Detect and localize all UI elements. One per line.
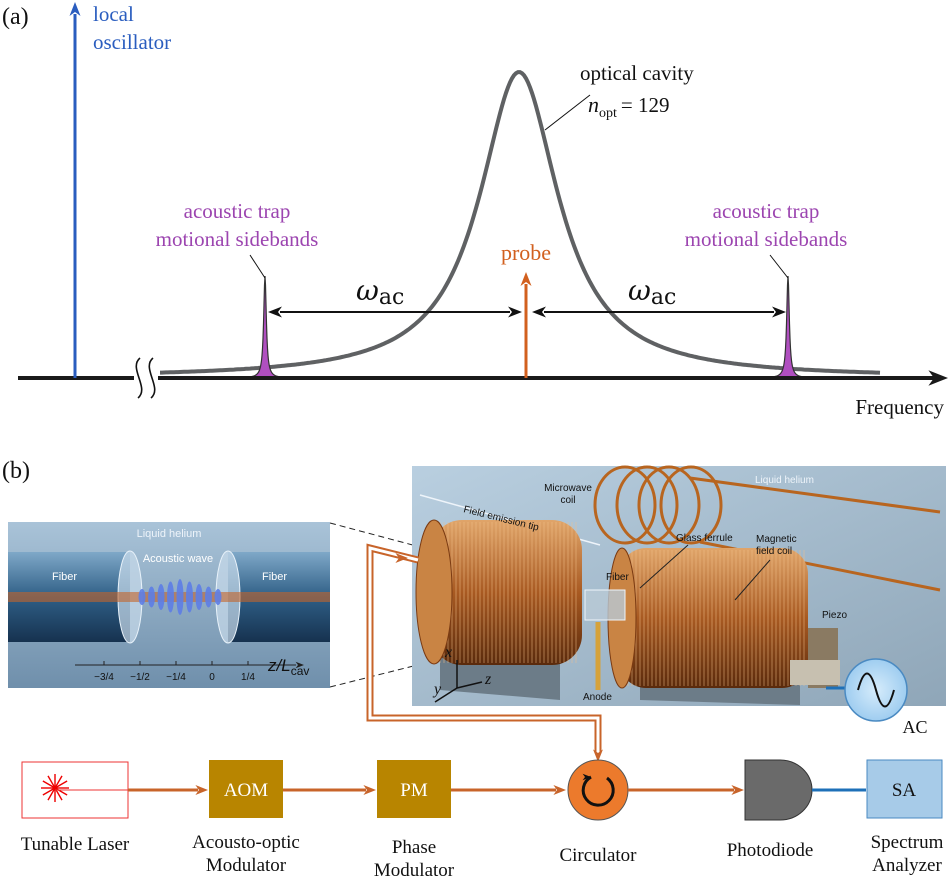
coil-end xyxy=(416,520,452,664)
component-label: Modulator xyxy=(374,860,455,881)
sideband-leader xyxy=(770,255,788,278)
inset-text: Fiber xyxy=(262,571,287,583)
sa-text: SA xyxy=(892,780,917,801)
inset-axis-label-part: L xyxy=(281,656,290,675)
setup-text: coil xyxy=(560,495,575,506)
ac-label: AC xyxy=(902,717,927,737)
component-label: Tunable Laser xyxy=(21,834,130,855)
arrow-head xyxy=(268,307,282,318)
component-label: Modulator xyxy=(206,855,287,876)
acoustic-node xyxy=(148,587,155,608)
inset-axis-label-part: cav xyxy=(291,664,310,678)
inset-tick-label: −3/4 xyxy=(94,672,114,683)
inset-tick-label: −1/4 xyxy=(166,672,186,683)
panel-label: (a) xyxy=(2,4,29,30)
arrow-head xyxy=(508,307,522,318)
probe-label: probe xyxy=(501,240,551,265)
pm-text: PM xyxy=(400,780,428,801)
acoustic-node xyxy=(215,589,222,605)
omega-label: ωac xyxy=(628,274,676,310)
setup-text: Glass ferrule xyxy=(676,533,733,544)
omega-label-part: ω xyxy=(356,274,379,307)
circulator xyxy=(568,760,628,820)
setup-text: Magnetic xyxy=(756,534,797,545)
sideband-label: acoustic trap xyxy=(713,199,820,223)
coord-label: y xyxy=(432,681,442,698)
panel-label: (b) xyxy=(2,458,30,484)
component-label: Analyzer xyxy=(872,855,942,876)
lo-label: local xyxy=(93,2,134,26)
setup-text: Microwave xyxy=(544,483,592,494)
acoustic-node xyxy=(186,582,193,613)
coord-label: x xyxy=(444,644,452,661)
arrow-head xyxy=(70,2,81,16)
acoustic-node xyxy=(139,589,146,605)
lo-label: oscillator xyxy=(93,30,171,54)
component-label: Acousto-optic xyxy=(192,832,300,853)
acoustic-node xyxy=(158,584,165,610)
cavity-label: optical cavity xyxy=(580,61,694,85)
sideband-label: acoustic trap xyxy=(184,199,291,223)
inset-tick-label: 1/4 xyxy=(241,672,255,683)
sideband-leader xyxy=(250,255,265,278)
sideband-peak xyxy=(768,276,808,378)
acoustic-node xyxy=(177,579,184,615)
figure: (a)localoscillatorprobeoptical cavitynop… xyxy=(0,0,952,888)
coord-label: z xyxy=(484,671,492,688)
cavity-n-part: opt xyxy=(599,106,617,121)
inset-tick-label: −1/2 xyxy=(130,672,150,683)
acoustic-node xyxy=(205,587,212,608)
setup-text: Anode xyxy=(583,692,612,703)
component-label: Phase xyxy=(392,837,436,858)
omega-label: ωac xyxy=(356,274,404,310)
cavity-n: nopt= 129 xyxy=(588,92,669,121)
sideband-label: motional sidebands xyxy=(685,227,848,251)
setup-text: Fiber xyxy=(606,572,629,583)
component-label: Photodiode xyxy=(727,840,814,861)
omega-label-part: ω xyxy=(628,274,651,307)
cavity-n-part: = 129 xyxy=(621,93,670,117)
piezo xyxy=(790,660,840,685)
aom-text: AOM xyxy=(224,780,268,801)
photodiode xyxy=(745,760,812,820)
setup-text: Liquid helium xyxy=(755,475,814,486)
inset-tick-label: 0 xyxy=(209,672,215,683)
inset-text: Acoustic wave xyxy=(143,553,213,565)
arrow-head xyxy=(532,307,546,318)
sideband-peak xyxy=(245,276,285,378)
omega-label-part: ac xyxy=(379,285,404,310)
ferrule xyxy=(585,590,625,620)
omega-label-part: ac xyxy=(651,285,676,310)
inset-text: Fiber xyxy=(52,571,77,583)
component-label: Spectrum xyxy=(871,832,944,853)
setup-text: Piezo xyxy=(822,610,847,621)
cavity-leader xyxy=(545,95,590,130)
arrow-head xyxy=(772,307,786,318)
axis-label: Frequency xyxy=(855,395,944,419)
acoustic-node xyxy=(167,582,174,613)
arrow-head xyxy=(521,272,532,286)
sideband-label: motional sidebands xyxy=(156,227,319,251)
acoustic-node xyxy=(196,584,203,610)
component-label: Circulator xyxy=(559,845,637,866)
setup-text: field coil xyxy=(756,546,792,557)
inset-text: Liquid helium xyxy=(137,528,202,540)
